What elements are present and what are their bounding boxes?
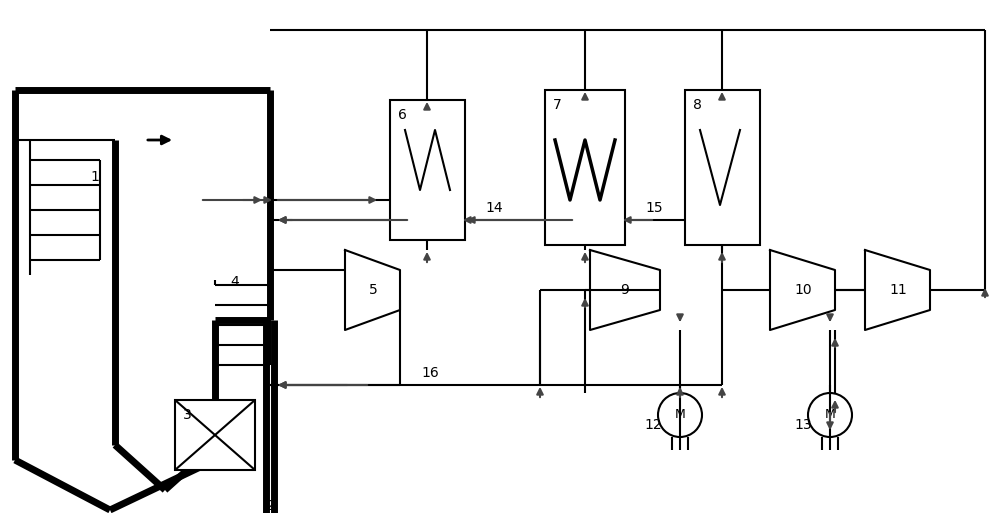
Text: 5: 5 xyxy=(369,283,377,297)
Text: 7: 7 xyxy=(553,98,562,112)
Bar xyxy=(685,90,760,245)
Bar xyxy=(545,90,625,245)
Text: M: M xyxy=(675,408,685,422)
Text: 1: 1 xyxy=(90,170,99,184)
Text: 6: 6 xyxy=(398,108,407,122)
Text: 11: 11 xyxy=(889,283,907,297)
Bar xyxy=(390,100,465,240)
Text: 14: 14 xyxy=(485,201,503,215)
Text: 15: 15 xyxy=(645,201,663,215)
Text: 3: 3 xyxy=(183,408,192,422)
Text: 16: 16 xyxy=(421,366,439,380)
Text: 13: 13 xyxy=(794,418,812,432)
Text: 2: 2 xyxy=(266,499,274,513)
Text: 12: 12 xyxy=(644,418,662,432)
Text: 4: 4 xyxy=(230,275,239,289)
Bar xyxy=(175,400,255,470)
Text: 10: 10 xyxy=(794,283,812,297)
Text: 8: 8 xyxy=(693,98,702,112)
Text: M: M xyxy=(825,408,835,422)
Text: 9: 9 xyxy=(621,283,629,297)
